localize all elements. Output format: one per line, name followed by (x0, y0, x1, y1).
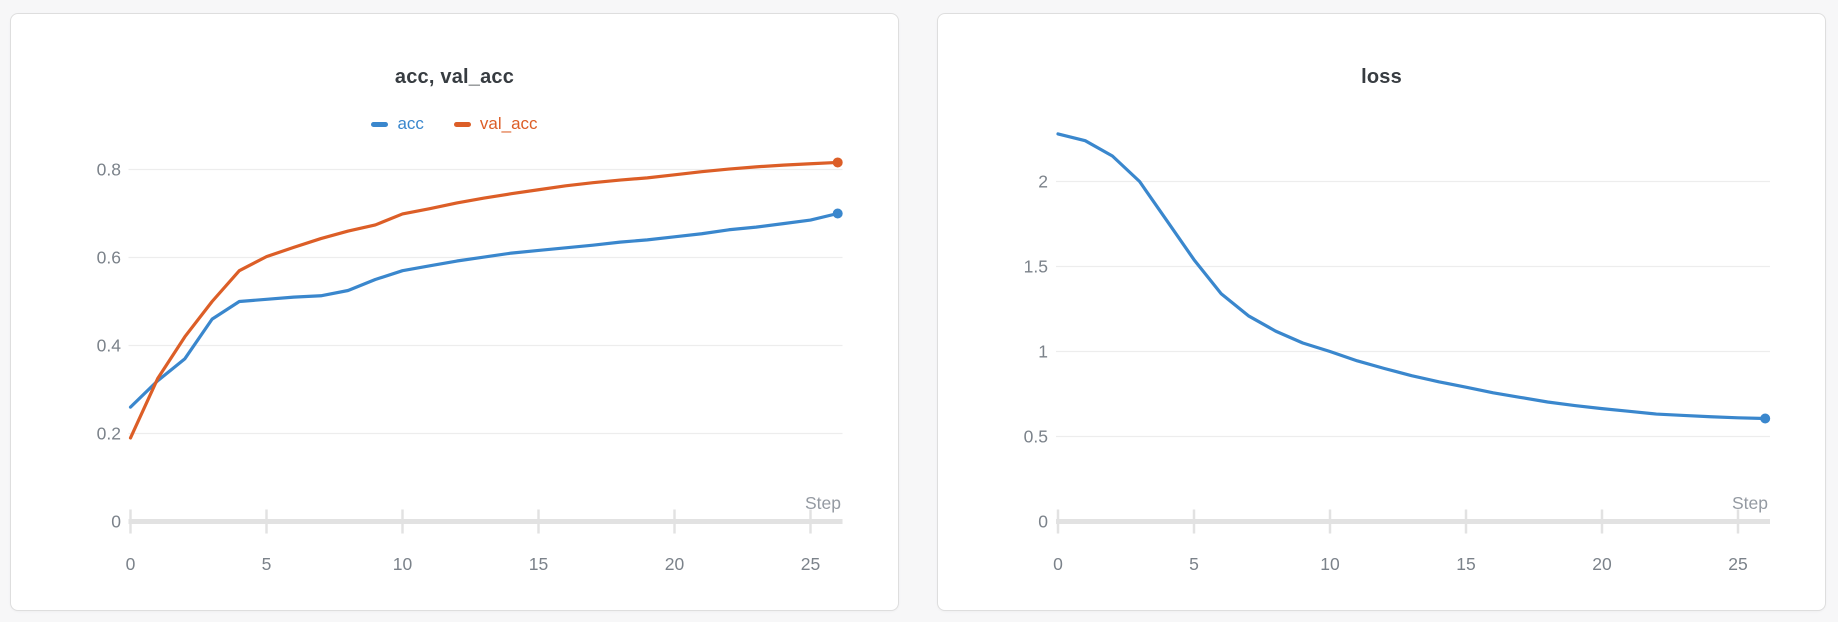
x-tick-label: 20 (1592, 554, 1612, 574)
endpoint-dot-val_acc (832, 157, 843, 168)
chart-title: loss (1361, 66, 1402, 88)
x-tick-label: 15 (529, 554, 548, 574)
series-line-loss (1056, 132, 1767, 421)
x-tick-label: 5 (1189, 554, 1199, 574)
legend-item-val-acc[interactable]: val_acc (453, 114, 538, 134)
legend-swatch-val-acc (453, 121, 471, 127)
endpoint-dot-loss (1760, 413, 1771, 424)
x-tick-label: 25 (801, 554, 820, 574)
y-tick-label: 0 (1038, 512, 1048, 532)
x-tick-label: 25 (1728, 554, 1747, 574)
chart-legend: acc val_acc (11, 114, 898, 134)
y-tick-label: 1 (1038, 342, 1048, 362)
series-line-val_acc (128, 160, 840, 440)
y-tick-label: 0.2 (97, 424, 121, 444)
chart-title: acc, val_acc (394, 66, 515, 88)
x-tick-label: 10 (1320, 554, 1340, 574)
y-tick-label: 2 (1038, 172, 1048, 192)
x-tick-label: 0 (1053, 554, 1063, 574)
x-tick-label: 10 (393, 554, 413, 574)
y-tick-label: 1.5 (1024, 257, 1048, 277)
legend-label-acc: acc (397, 114, 424, 133)
x-axis-title: Step (805, 493, 841, 513)
y-tick-label: 0.5 (1024, 427, 1048, 447)
legend-item-acc[interactable]: acc (371, 114, 424, 134)
line-chart-loss[interactable]: 0 5 10 15 20 25 0 0.5 1 1.5 2 Step (938, 14, 1827, 612)
endpoint-dot-acc (832, 208, 843, 219)
series-line-acc (128, 211, 840, 409)
x-axis-title: Step (1732, 493, 1768, 513)
y-tick-label: 0.6 (97, 248, 121, 268)
y-tick-label: 0 (111, 512, 121, 532)
legend-swatch-acc (371, 121, 389, 127)
x-tick-label: 15 (1456, 554, 1475, 574)
panel-acc-val-acc: acc, val_acc acc val_acc 0 5 10 15 20 25 0 0.2 0… (10, 13, 899, 611)
y-tick-label: 0.8 (97, 160, 121, 180)
x-tick-label: 5 (262, 554, 272, 574)
x-tick-label: 0 (126, 554, 136, 574)
y-tick-label: 0.4 (97, 336, 122, 356)
legend-label-val-acc: val_acc (479, 114, 538, 133)
x-tick-label: 20 (665, 554, 685, 574)
line-chart-acc-val-acc[interactable]: 0 5 10 15 20 25 0 0.2 0.4 0.6 0.8 Step (11, 14, 900, 612)
panel-loss: loss 0 5 10 15 20 25 0 0.5 1 1.5 2 Step (937, 13, 1826, 611)
